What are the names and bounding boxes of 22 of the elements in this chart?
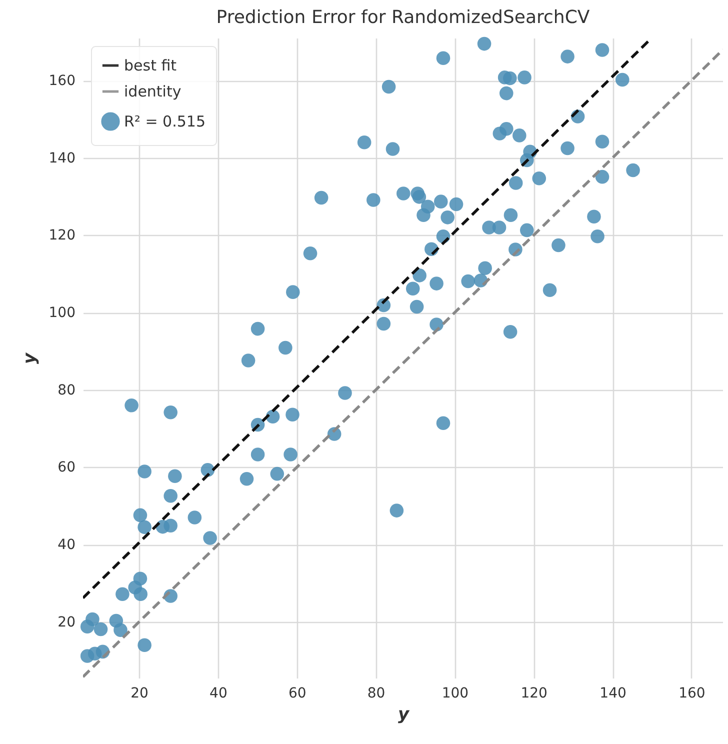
- y-axis-title: y: [20, 352, 40, 364]
- x-tick-label: 20: [130, 686, 148, 702]
- x-tick-label: 100: [442, 686, 469, 702]
- x-tick-label: 40: [210, 686, 228, 702]
- y-tick-label: 80: [58, 382, 76, 398]
- x-tick-label: 160: [678, 686, 706, 702]
- y-tick-label: 60: [58, 460, 76, 476]
- legend-label: best fit: [124, 56, 177, 74]
- chart-title: Prediction Error for RandomizedSearchCV: [216, 6, 590, 28]
- y-tick-label: 160: [48, 73, 76, 90]
- y-tick-label: 100: [48, 305, 76, 322]
- x-axis-title: y: [398, 704, 410, 724]
- legend-label: R² = 0.515: [124, 112, 206, 130]
- x-tick-label: 80: [367, 686, 386, 702]
- y-tick-label: 140: [48, 150, 76, 166]
- x-tick-label: 120: [520, 686, 548, 702]
- y-tick-label: 40: [58, 537, 76, 554]
- y-tick-label: 20: [58, 614, 76, 630]
- x-tick-label: 140: [600, 686, 626, 702]
- legend-label: identity: [124, 82, 182, 100]
- x-tick-label: 60: [288, 686, 306, 702]
- y-tick-label: 120: [48, 228, 76, 244]
